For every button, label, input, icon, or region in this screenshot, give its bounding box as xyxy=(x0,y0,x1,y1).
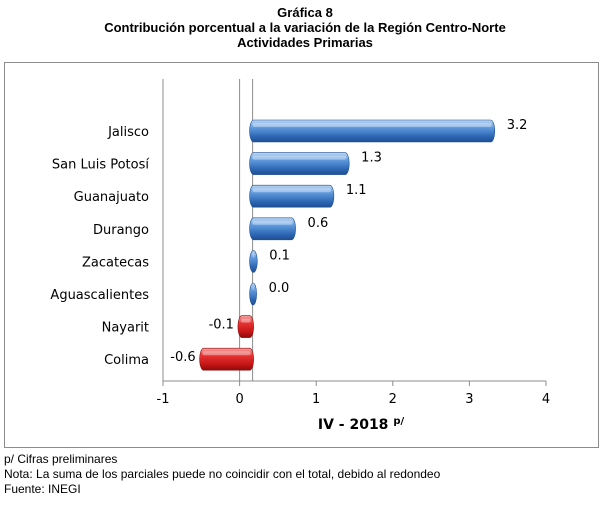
bar-highlight xyxy=(252,123,492,127)
category-label: Guanajuato xyxy=(74,190,149,205)
x-tick-label: 0 xyxy=(235,392,243,407)
category-label: Zacatecas xyxy=(82,255,149,270)
bar-highlight xyxy=(252,155,347,160)
x-tick-label: 4 xyxy=(542,392,550,407)
data-label: -0.1 xyxy=(209,318,234,333)
x-tick-label: 3 xyxy=(465,392,473,407)
bar-guanajuato xyxy=(249,184,335,208)
bar-nayarit xyxy=(237,315,254,338)
bar-chart: -1 0 1 2 3 4 IV - 2018 p/ Jalisco 3.2 San Luis P… xyxy=(50,79,550,433)
bar-highlight xyxy=(252,286,254,290)
x-axis-title: IV - 2018 p/ xyxy=(318,416,405,433)
category-label: Nayarit xyxy=(102,321,149,336)
footnote-preliminary: p/ Cifras preliminares xyxy=(4,452,118,466)
bar-highlight xyxy=(252,220,293,225)
bar-san-luis-potosi xyxy=(249,152,350,175)
bar-jalisco xyxy=(249,119,496,143)
bar-zacatecas xyxy=(249,250,258,273)
chart-subtitle-2: Actividades Primarias xyxy=(237,35,373,50)
category-label: San Luis Potosí xyxy=(52,158,150,173)
bar-colima xyxy=(199,347,254,371)
category-label: Durango xyxy=(93,223,149,238)
bar-highlight xyxy=(240,318,251,323)
bar-highlight xyxy=(252,253,255,258)
data-label: 1.1 xyxy=(346,183,367,198)
data-label: -0.6 xyxy=(170,350,195,365)
footnote-rounding: Nota: La suma de los parciales puede no … xyxy=(4,467,441,481)
category-label: Aguascalientes xyxy=(50,288,149,303)
data-label: 1.3 xyxy=(361,151,382,166)
category-label: Jalisco xyxy=(107,125,149,140)
x-tick-label: 2 xyxy=(389,392,397,407)
chart-subtitle: Contribución porcentual a la variación d… xyxy=(104,20,506,35)
data-label: 0.1 xyxy=(269,248,290,263)
bar-aguascalientes xyxy=(249,282,257,306)
data-label: 0.6 xyxy=(308,216,329,231)
chart-title: Gráfica 8 xyxy=(277,5,333,20)
x-tick-label: 1 xyxy=(312,392,320,407)
category-label: Colima xyxy=(104,353,149,368)
chart-frame: -1 0 1 2 3 4 IV - 2018 p/ Jalisco 3.2 San Luis P… xyxy=(4,62,599,448)
x-tick-label: -1 xyxy=(157,392,170,407)
data-label: 0.0 xyxy=(269,281,290,296)
bar-durango xyxy=(249,217,296,241)
bar-highlight xyxy=(202,351,251,356)
data-label: 3.2 xyxy=(507,118,528,133)
footnote-source: Fuente: INEGI xyxy=(4,482,81,496)
bar-highlight xyxy=(252,188,331,193)
